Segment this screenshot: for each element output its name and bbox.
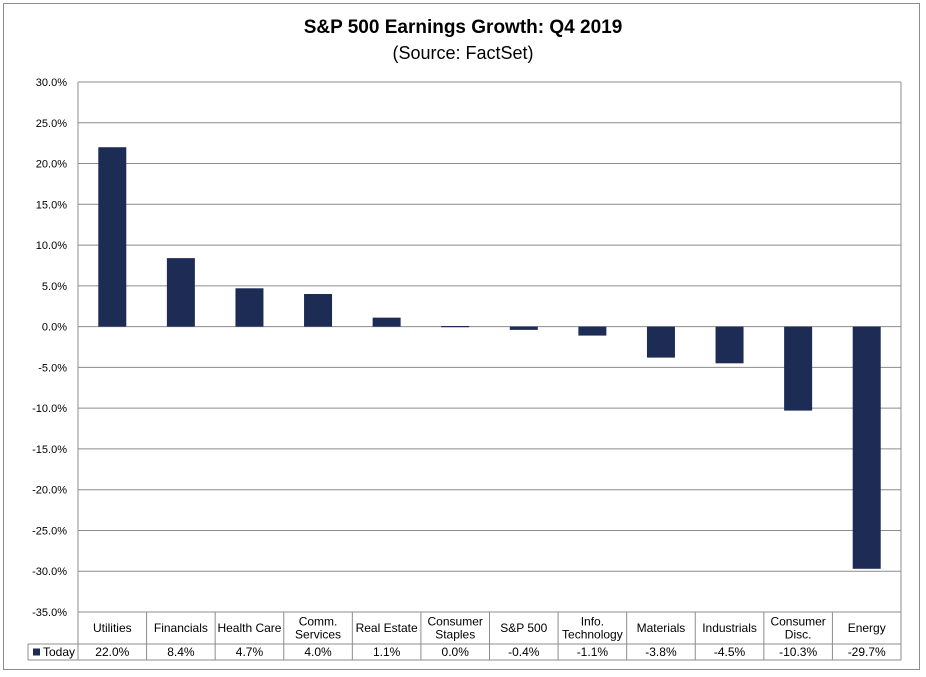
x-category-label: Materials <box>637 621 686 635</box>
y-tick-label: 25.0% <box>36 118 67 130</box>
x-category-label: Info. Technology <box>562 615 623 642</box>
y-tick-label: 5.0% <box>42 281 67 293</box>
data-value-label: -3.8% <box>645 645 677 659</box>
y-tick-label: -30.0% <box>32 566 67 578</box>
x-category-label: Comm. Services <box>295 615 341 642</box>
x-category-label: Energy <box>848 621 886 635</box>
bar <box>372 317 401 327</box>
data-value-label: 4.0% <box>304 645 332 659</box>
y-tick-label: -20.0% <box>32 485 67 497</box>
y-tick-label: 30.0% <box>36 77 67 89</box>
x-category-label: Consumer Staples <box>428 615 483 642</box>
chart-title: S&P 500 Earnings Growth: Q4 2019 <box>303 17 623 38</box>
y-tick-label: 20.0% <box>36 159 67 171</box>
bar <box>646 326 675 358</box>
y-tick-label: 0.0% <box>42 322 67 334</box>
bar <box>509 326 538 330</box>
bar <box>784 326 813 411</box>
x-category-label: Industrials <box>702 621 757 635</box>
data-value-label: 4.7% <box>236 645 264 659</box>
y-tick-label: 10.0% <box>36 240 67 252</box>
x-category-label: Financials <box>154 621 208 635</box>
data-value-label: -4.5% <box>714 645 746 659</box>
bar <box>715 326 744 364</box>
data-value-label: 0.0% <box>442 645 470 659</box>
legend-swatch <box>33 648 40 656</box>
y-tick-label: -25.0% <box>32 525 67 537</box>
y-tick-label: -5.0% <box>38 362 67 374</box>
chart-subtitle: (Source: FactSet) <box>392 43 534 63</box>
chart-frame <box>3 3 920 670</box>
bar <box>304 294 333 327</box>
bar <box>578 326 607 336</box>
y-tick-label: -15.0% <box>32 444 67 456</box>
data-value-label: -1.1% <box>577 645 609 659</box>
data-value-label: -29.7% <box>848 645 886 659</box>
x-category-label: S&P 500 <box>500 621 547 635</box>
bar <box>852 326 881 569</box>
data-value-label: -0.4% <box>508 645 540 659</box>
bar <box>235 288 264 327</box>
x-category-label: Real Estate <box>356 621 418 635</box>
legend-label: Today <box>43 645 75 659</box>
bar <box>441 326 470 328</box>
y-tick-label: 15.0% <box>36 199 67 211</box>
x-category-label: Consumer Disc. <box>770 615 825 642</box>
data-value-label: 1.1% <box>373 645 401 659</box>
y-tick-label: -10.0% <box>32 403 67 415</box>
data-value-label: 8.4% <box>167 645 195 659</box>
data-value-label: -10.3% <box>779 645 817 659</box>
y-tick-label: -35.0% <box>32 607 67 619</box>
x-category-label: Health Care <box>217 621 281 635</box>
data-value-label: 22.0% <box>95 645 129 659</box>
bar <box>166 258 195 327</box>
x-category-label: Utilities <box>93 621 132 635</box>
bar <box>98 147 127 327</box>
